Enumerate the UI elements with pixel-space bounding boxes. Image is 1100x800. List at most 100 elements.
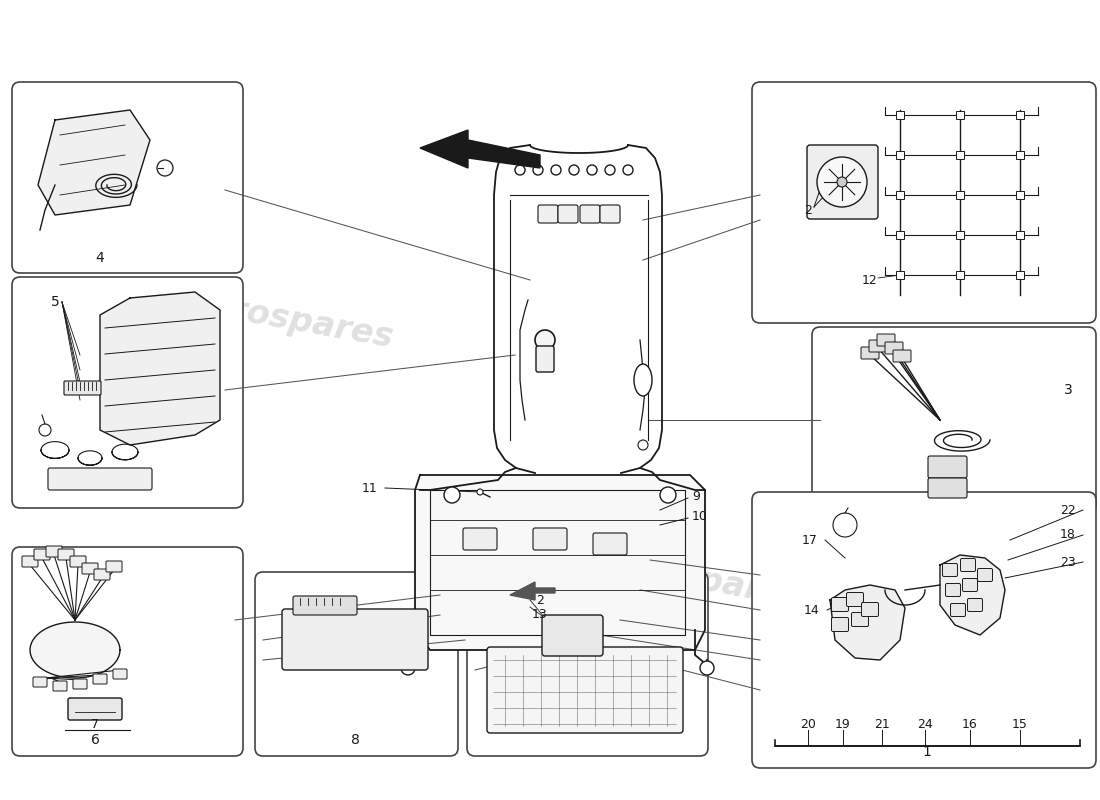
FancyBboxPatch shape — [255, 572, 458, 756]
Circle shape — [402, 661, 415, 675]
FancyBboxPatch shape — [832, 618, 848, 631]
FancyBboxPatch shape — [73, 679, 87, 689]
Polygon shape — [39, 110, 150, 215]
FancyBboxPatch shape — [534, 528, 566, 550]
FancyBboxPatch shape — [752, 492, 1096, 768]
Text: 8: 8 — [351, 733, 360, 747]
Text: 12: 12 — [862, 274, 878, 286]
Text: 17: 17 — [802, 534, 818, 546]
FancyBboxPatch shape — [896, 231, 904, 239]
FancyBboxPatch shape — [33, 677, 47, 687]
Text: 9: 9 — [692, 490, 700, 502]
Circle shape — [623, 165, 632, 175]
FancyBboxPatch shape — [68, 698, 122, 720]
FancyBboxPatch shape — [1016, 191, 1024, 199]
FancyBboxPatch shape — [1016, 111, 1024, 119]
FancyBboxPatch shape — [1016, 151, 1024, 159]
FancyBboxPatch shape — [752, 82, 1096, 323]
Circle shape — [833, 513, 857, 537]
FancyBboxPatch shape — [600, 205, 620, 223]
Text: 7: 7 — [91, 718, 99, 731]
FancyBboxPatch shape — [94, 569, 110, 580]
FancyBboxPatch shape — [861, 347, 879, 359]
FancyBboxPatch shape — [12, 82, 243, 273]
Text: 24: 24 — [917, 718, 933, 730]
Circle shape — [605, 165, 615, 175]
FancyBboxPatch shape — [64, 381, 101, 395]
FancyBboxPatch shape — [807, 145, 878, 219]
Polygon shape — [510, 582, 556, 600]
FancyBboxPatch shape — [1016, 231, 1024, 239]
FancyBboxPatch shape — [960, 558, 976, 571]
FancyBboxPatch shape — [58, 549, 74, 560]
Circle shape — [837, 177, 847, 187]
Circle shape — [700, 661, 714, 675]
Text: 5: 5 — [51, 295, 59, 309]
Text: 21: 21 — [874, 718, 890, 730]
FancyBboxPatch shape — [851, 613, 869, 626]
FancyBboxPatch shape — [968, 598, 982, 611]
Text: 20: 20 — [800, 718, 816, 730]
Text: 10: 10 — [692, 510, 708, 522]
Text: 4: 4 — [96, 251, 104, 265]
FancyBboxPatch shape — [106, 561, 122, 572]
FancyBboxPatch shape — [536, 346, 554, 372]
FancyBboxPatch shape — [928, 478, 967, 498]
Text: 15: 15 — [1012, 718, 1027, 730]
FancyBboxPatch shape — [12, 277, 243, 508]
Polygon shape — [100, 292, 220, 445]
Text: 3: 3 — [1064, 383, 1072, 397]
FancyBboxPatch shape — [463, 528, 497, 550]
Text: 14: 14 — [804, 603, 820, 617]
FancyBboxPatch shape — [82, 563, 98, 574]
FancyBboxPatch shape — [542, 615, 603, 656]
FancyBboxPatch shape — [113, 669, 127, 679]
FancyBboxPatch shape — [978, 569, 992, 582]
FancyBboxPatch shape — [12, 547, 243, 756]
Circle shape — [515, 165, 525, 175]
Text: 13: 13 — [532, 607, 548, 621]
FancyBboxPatch shape — [558, 205, 578, 223]
Circle shape — [817, 157, 867, 207]
FancyBboxPatch shape — [896, 151, 904, 159]
FancyBboxPatch shape — [943, 563, 957, 577]
Text: 11: 11 — [362, 482, 378, 494]
FancyBboxPatch shape — [46, 546, 62, 557]
FancyBboxPatch shape — [593, 533, 627, 555]
Polygon shape — [420, 130, 540, 168]
Text: 16: 16 — [962, 718, 978, 730]
Text: 2: 2 — [804, 203, 812, 217]
Circle shape — [39, 424, 51, 436]
Polygon shape — [830, 585, 905, 660]
Polygon shape — [415, 475, 705, 650]
Text: 19: 19 — [835, 718, 851, 730]
FancyBboxPatch shape — [893, 350, 911, 362]
FancyBboxPatch shape — [34, 549, 50, 560]
FancyBboxPatch shape — [956, 111, 964, 119]
FancyBboxPatch shape — [94, 674, 107, 684]
Circle shape — [477, 489, 483, 495]
Circle shape — [534, 165, 543, 175]
FancyBboxPatch shape — [886, 342, 903, 354]
Text: eurospares: eurospares — [593, 546, 806, 614]
Ellipse shape — [634, 364, 652, 396]
FancyBboxPatch shape — [538, 205, 558, 223]
FancyBboxPatch shape — [861, 602, 879, 617]
FancyBboxPatch shape — [877, 334, 895, 346]
FancyBboxPatch shape — [956, 151, 964, 159]
Text: eurospares: eurospares — [184, 286, 397, 354]
FancyBboxPatch shape — [293, 596, 358, 615]
Circle shape — [535, 330, 556, 350]
Text: 23: 23 — [1060, 555, 1076, 569]
Circle shape — [587, 165, 597, 175]
FancyBboxPatch shape — [950, 603, 966, 617]
FancyBboxPatch shape — [896, 111, 904, 119]
Circle shape — [551, 165, 561, 175]
Circle shape — [569, 165, 579, 175]
Polygon shape — [940, 555, 1005, 635]
FancyBboxPatch shape — [847, 593, 864, 606]
FancyBboxPatch shape — [962, 578, 978, 591]
FancyBboxPatch shape — [468, 572, 708, 756]
FancyBboxPatch shape — [22, 556, 38, 567]
FancyBboxPatch shape — [1016, 271, 1024, 279]
